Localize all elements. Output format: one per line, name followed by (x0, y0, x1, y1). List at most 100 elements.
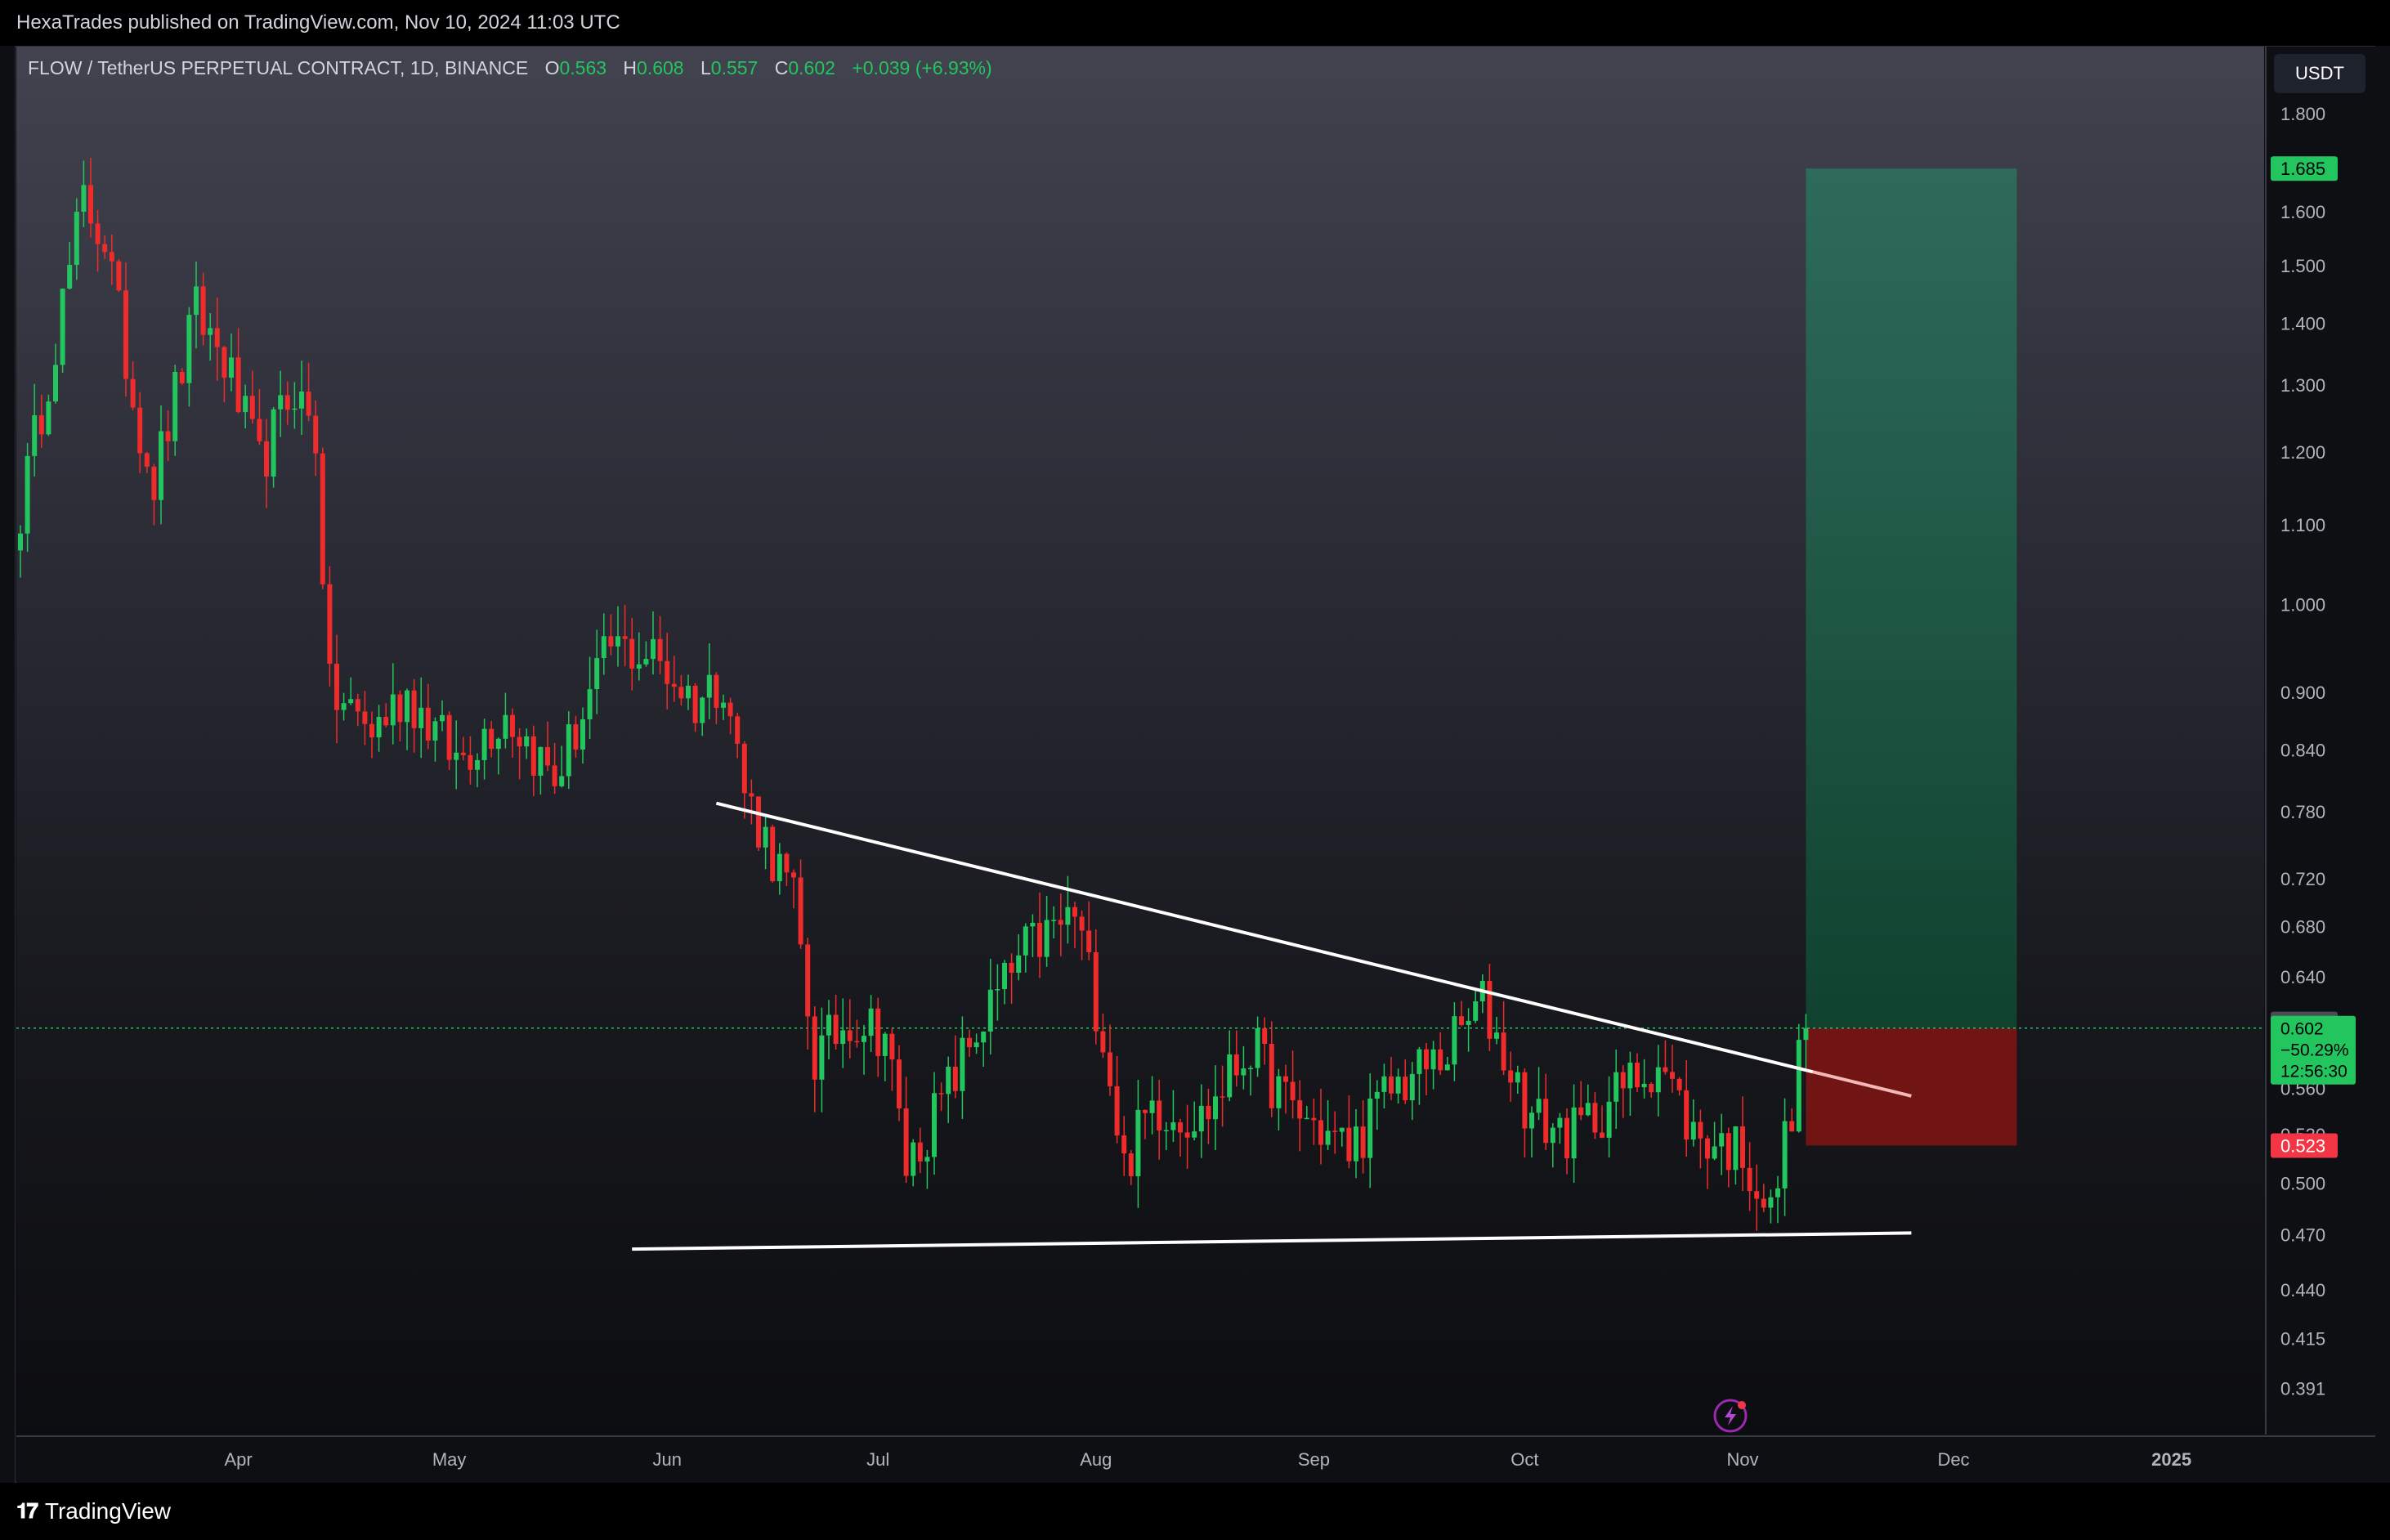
open-value: 0.563 (559, 57, 607, 78)
candle-body (1213, 1096, 1218, 1120)
footer (0, 1483, 2390, 1540)
candle-body (348, 699, 354, 704)
candle-body (1403, 1077, 1408, 1101)
candle-body (1311, 1117, 1317, 1121)
candle-body (678, 687, 684, 699)
candle-body (38, 415, 44, 435)
candle-body (1740, 1126, 1745, 1168)
candle-body (1037, 922, 1042, 957)
candle-body (1135, 1109, 1141, 1176)
candle-body (481, 728, 487, 760)
candle-body (777, 853, 782, 881)
candle-body (840, 1030, 846, 1045)
candle-body (1698, 1121, 1703, 1139)
candle-body (1233, 1054, 1239, 1076)
candle-body (636, 664, 642, 669)
candle-body (657, 638, 663, 661)
candle-body (615, 636, 620, 647)
candle-body (1466, 1020, 1471, 1025)
time-tick-label: May (432, 1449, 467, 1470)
candle-body (1143, 1109, 1148, 1113)
candle-body (706, 674, 712, 698)
candle-body (651, 638, 656, 660)
candle-body (1578, 1107, 1584, 1116)
last-price-value: 0.602 (2280, 1020, 2324, 1039)
candle-body (60, 289, 65, 365)
candle-body (222, 347, 227, 378)
candle-body (545, 746, 550, 766)
candle-body (194, 286, 199, 316)
candle-body (1417, 1049, 1422, 1074)
candle-body (229, 357, 234, 378)
candle-body (1550, 1127, 1555, 1144)
price-tick-label: 1.100 (2280, 515, 2325, 535)
candle-body (1058, 920, 1063, 925)
candle-body (665, 660, 670, 684)
candle-body (1557, 1117, 1563, 1128)
tradingview-logo[interactable]: 𝟏𝟕 TradingView (16, 1498, 171, 1524)
candle-body (1121, 1135, 1127, 1154)
price-tick-label: 0.840 (2280, 740, 2325, 760)
lightning-icon[interactable] (1713, 1399, 1748, 1433)
price-tick-label: 1.800 (2280, 104, 2325, 124)
candle-body (1051, 920, 1057, 921)
candle-body (334, 663, 339, 710)
candle-body (862, 1036, 866, 1042)
candle-body (1655, 1067, 1661, 1093)
time-tick-label: Oct (1511, 1449, 1538, 1470)
candle-body (973, 1042, 979, 1048)
time-tick-label: Nov (1726, 1449, 1758, 1470)
candle-body (1381, 1076, 1387, 1092)
candle-body (1459, 1016, 1464, 1025)
candle-body (369, 723, 374, 738)
candle-body (1184, 1132, 1190, 1138)
candle-body (1473, 1001, 1479, 1021)
candle-body (264, 441, 269, 477)
time-tick-label: Dec (1937, 1449, 1969, 1470)
candle-body (566, 724, 571, 777)
candle-body (116, 261, 122, 291)
candle-body (109, 252, 114, 262)
candle-body (1108, 1052, 1112, 1086)
candle-body (932, 1093, 937, 1157)
candle-body (1803, 1027, 1809, 1041)
candle-body (130, 378, 136, 408)
candle-body (1543, 1099, 1549, 1144)
candle-body (995, 989, 1000, 991)
candle-body (88, 185, 93, 224)
candle-body (151, 466, 157, 500)
price-tick-label: 0.391 (2280, 1379, 2325, 1399)
candle-body (123, 290, 128, 379)
candle-body (405, 690, 410, 723)
candle-body (1424, 1049, 1429, 1070)
candle-body (1170, 1122, 1176, 1130)
price-axis[interactable] (2265, 47, 2376, 1435)
currency-selector[interactable]: USDT (2274, 54, 2365, 93)
candle-body (510, 714, 515, 737)
resistance-trendline (715, 801, 1814, 1074)
candle-body (559, 776, 565, 786)
candle-body (137, 407, 143, 454)
candle-body (376, 717, 382, 738)
candle-body (390, 694, 396, 726)
candle-body (608, 636, 614, 647)
close-label: C (774, 57, 789, 78)
candle-body (791, 872, 796, 878)
candle-body (1157, 1100, 1162, 1130)
publisher-text: HexaTrades published on TradingView.com,… (16, 11, 620, 34)
candle-body (383, 717, 389, 726)
target-price-badge-bg (2271, 156, 2338, 181)
candle-body (1649, 1083, 1654, 1093)
candle-body (1079, 916, 1085, 931)
candle-body (903, 1108, 909, 1176)
candle-body (18, 533, 23, 551)
candle-body (1536, 1099, 1542, 1113)
candle-body (1100, 1031, 1106, 1053)
candle-body (1269, 1044, 1274, 1108)
candle-body (1585, 1103, 1591, 1116)
candle-body (629, 638, 635, 669)
candle-body (1276, 1076, 1282, 1108)
time-axis[interactable] (16, 1435, 2375, 1483)
candle-body (489, 728, 495, 750)
